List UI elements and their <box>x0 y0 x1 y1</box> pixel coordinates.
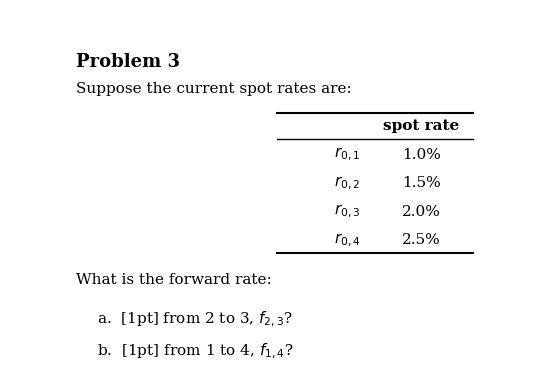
Text: b.  [1pt] from 1 to 4, $f_{1,4}$?: b. [1pt] from 1 to 4, $f_{1,4}$? <box>97 342 293 361</box>
Text: $r_{0,2}$: $r_{0,2}$ <box>334 174 361 192</box>
Text: Problem 3: Problem 3 <box>76 53 180 71</box>
Text: $r_{0,4}$: $r_{0,4}$ <box>334 232 361 249</box>
Text: What is the forward rate:: What is the forward rate: <box>76 273 272 287</box>
Text: $r_{0,3}$: $r_{0,3}$ <box>334 203 361 220</box>
Text: 1.5%: 1.5% <box>402 176 441 190</box>
Text: $r_{0,1}$: $r_{0,1}$ <box>334 146 361 163</box>
Text: 2.0%: 2.0% <box>402 205 441 219</box>
Text: 2.5%: 2.5% <box>402 233 441 247</box>
Text: Suppose the current spot rates are:: Suppose the current spot rates are: <box>76 82 352 96</box>
Text: 1.0%: 1.0% <box>402 148 441 161</box>
Text: spot rate: spot rate <box>383 119 459 133</box>
Text: a.  [1pt] from 2 to 3, $f_{2,3}$?: a. [1pt] from 2 to 3, $f_{2,3}$? <box>97 310 293 329</box>
